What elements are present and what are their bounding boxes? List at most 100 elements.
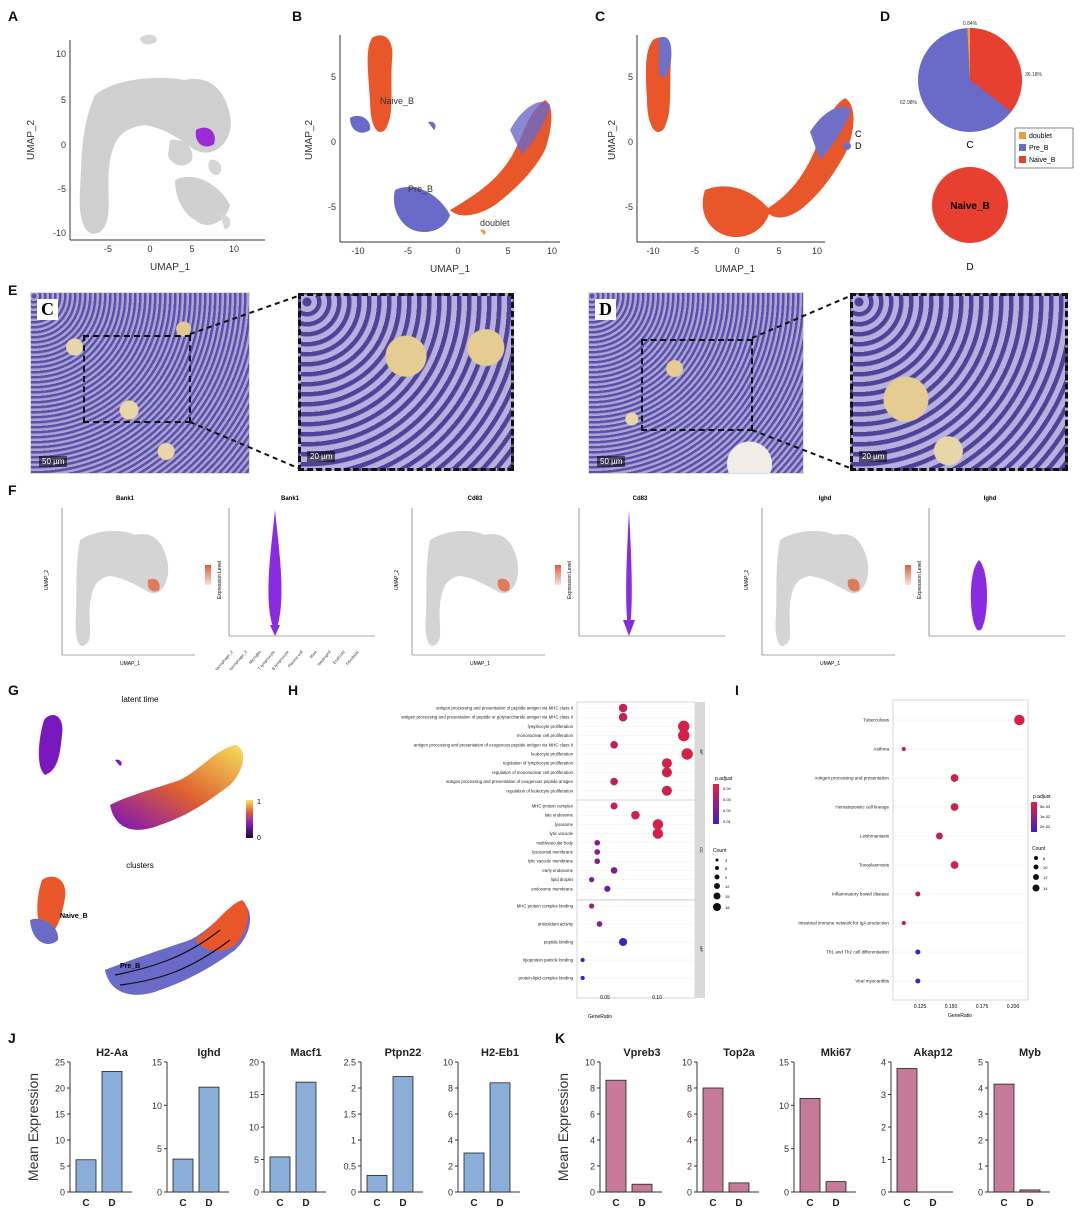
tick: 0.175 xyxy=(976,1004,989,1010)
tick: -10 xyxy=(53,228,66,238)
legend-value: 9 xyxy=(725,875,728,880)
bar-x-label: D xyxy=(929,1198,936,1209)
tick: 0.150 xyxy=(945,1004,958,1010)
bar-x-label: C xyxy=(612,1198,619,1209)
tick: 5 xyxy=(61,95,66,105)
bar-y-tick-label: 0.5 xyxy=(343,1162,356,1172)
feature-umap-ighd: Ighd UMAP_2 UMAP_1 xyxy=(744,496,911,667)
bar-y-label: Mean Expression xyxy=(555,1073,571,1181)
bar-subplot-title: Top2a xyxy=(723,1047,755,1059)
term-label: multivesicular body xyxy=(536,840,573,845)
term-label: Toxoplasmosis xyxy=(859,863,890,868)
term-label: early endosome xyxy=(542,868,573,873)
term-label: endosome membrane xyxy=(531,886,573,891)
plot-title: clusters xyxy=(126,861,154,870)
zoom-region-box xyxy=(83,335,191,423)
bar-y-tick-label: 3 xyxy=(881,1090,886,1100)
facet-panel xyxy=(576,701,696,803)
umap-c: 5 0 -5 -10 -5 0 5 10 UMAP_1 UMAP_2 C D xyxy=(607,35,862,275)
go-dot xyxy=(681,748,693,760)
bar-y-tick-label: 10 xyxy=(152,1101,162,1111)
bar-d xyxy=(1019,1189,1041,1193)
bar-c xyxy=(75,1159,97,1193)
cluster-label-pre: Pre_B xyxy=(120,963,140,970)
zoom-region-box xyxy=(641,339,753,431)
tick: -5 xyxy=(691,246,699,256)
go-dot xyxy=(631,810,640,820)
y-axis-label: UMAP_2 xyxy=(26,120,37,160)
bar-y-tick-label: 2.5 xyxy=(343,1058,356,1068)
pie-d-label: Naive_B xyxy=(950,201,989,212)
bar-subplot-title: H2-Eb1 xyxy=(481,1047,519,1059)
umap-a-axes xyxy=(69,40,265,241)
bar-y-tick-label: 15 xyxy=(779,1058,789,1068)
bar-y-tick-label: 4 xyxy=(978,1084,983,1094)
category-label: Fibroblast xyxy=(345,649,361,666)
tick: 0 xyxy=(147,244,152,254)
x-axis-label: UMAP_1 xyxy=(150,262,190,273)
bar-subplot-title: Akap12 xyxy=(913,1047,952,1059)
plot-title: Ighd xyxy=(819,496,832,502)
bar-y-tick-label: 6 xyxy=(687,1110,692,1120)
go-dot xyxy=(652,819,664,830)
y-axis-label: Expression Level xyxy=(567,561,573,599)
bar-x-label: C xyxy=(179,1198,186,1209)
category-label: Neutrophil xyxy=(316,649,332,666)
bar-y-tick-label: 5 xyxy=(157,1144,162,1154)
go-dot xyxy=(678,729,690,742)
pie-title-c: C xyxy=(966,140,973,151)
bar-y-tick-label: 15 xyxy=(152,1058,162,1068)
x-axis-label: GeneRatio xyxy=(588,1014,612,1020)
go-dot xyxy=(610,741,618,749)
tick: 0 xyxy=(455,246,460,256)
panel-label-g: G xyxy=(8,682,19,698)
colorbar xyxy=(246,800,253,838)
legend-swatch xyxy=(843,130,851,138)
facet-label: BP xyxy=(699,749,704,755)
histology-d-zoom: 20 µm xyxy=(850,293,1068,471)
bar-subplot-title: Vpreb3 xyxy=(623,1047,660,1059)
panel-label-j: J xyxy=(8,1030,16,1046)
velocity-g: latent time 1 0 clusters Naive_B Pre_B xyxy=(30,695,261,995)
kegg-dot xyxy=(950,803,959,811)
legend-value: 15 xyxy=(725,894,730,899)
legend-swatch xyxy=(1019,156,1026,163)
legend-title: Count xyxy=(713,848,727,854)
bar-y-tick-label: 5 xyxy=(784,1144,789,1154)
bar-x-label: C xyxy=(276,1198,283,1209)
histology-c-zoom: 20 µm xyxy=(298,293,514,471)
sample-tag: D xyxy=(595,299,616,320)
term-label: protein-lipid complex binding xyxy=(519,976,574,981)
legend-value: 1e-02 xyxy=(1040,814,1051,819)
legend-label: Pre_B xyxy=(1029,145,1049,152)
term-label: Leishmaniasis xyxy=(860,834,890,839)
term-label: regulation of mononuclear cell prolifera… xyxy=(492,770,574,775)
facet-strip xyxy=(695,900,705,998)
legend-value: 6 xyxy=(725,866,728,871)
bar-subplot-title: Macf1 xyxy=(290,1047,321,1059)
term-label: antigen processing and presentation of p… xyxy=(401,715,573,720)
term-label: antigen processing and presentation of p… xyxy=(436,706,573,711)
bar-y-tick-label: 2 xyxy=(351,1084,356,1094)
term-label: lytic vacuole membrane xyxy=(528,859,574,864)
go-dot xyxy=(589,903,595,909)
cluster-label-naive: Naive_B xyxy=(60,913,88,920)
term-label: Inflammatory bowel disease xyxy=(832,892,889,897)
kegg-dot xyxy=(901,920,906,926)
legend-value: 2e-02 xyxy=(1040,824,1051,829)
panel-label-e: E xyxy=(8,282,18,298)
term-label: lysosomal membrane xyxy=(532,850,573,855)
bar-y-tick-label: 10 xyxy=(682,1058,692,1068)
i-legend: p.adjust 5e-03 1e-02 2e-02 Count 8 10 12… xyxy=(1031,794,1051,892)
bar-y-tick-label: 2 xyxy=(687,1162,692,1172)
bar-y-tick-label: 5 xyxy=(60,1162,65,1172)
term-label: regulation of lymphocyte proliferation xyxy=(503,761,574,766)
legend-value: 18 xyxy=(725,905,730,910)
facet-label: MF xyxy=(699,946,704,952)
y-axis-label: UMAP_2 xyxy=(744,570,750,590)
bar-y-tick-label: 6 xyxy=(448,1110,453,1120)
tick: -5 xyxy=(328,202,336,212)
kegg-dot xyxy=(915,949,921,955)
legend-title: p.adjust xyxy=(715,776,733,782)
term-label: lipid droplet xyxy=(551,877,574,882)
